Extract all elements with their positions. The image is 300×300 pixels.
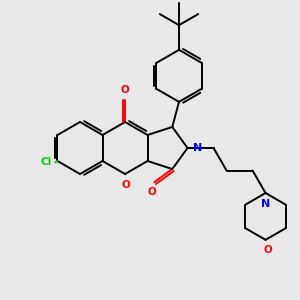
Text: N: N [193, 143, 202, 153]
Text: Cl: Cl [41, 157, 52, 167]
Text: N: N [261, 199, 270, 209]
Text: O: O [263, 245, 272, 255]
Text: O: O [147, 187, 156, 197]
Text: O: O [121, 85, 129, 95]
Text: O: O [122, 180, 130, 190]
